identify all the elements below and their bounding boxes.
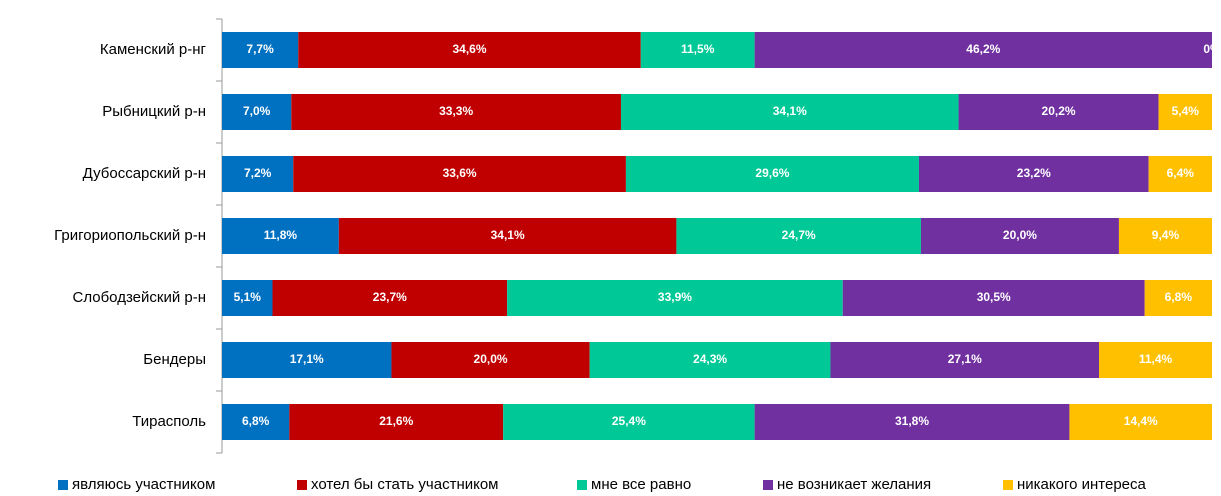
legend-label: хотел бы стать участником (311, 476, 499, 493)
bar-segment (507, 280, 843, 316)
bar-segment (289, 404, 504, 440)
value-label: 34,1% (491, 228, 525, 242)
category-label: Бендеры (143, 351, 206, 368)
category-label: Каменский р-нг (100, 41, 207, 58)
value-label: 20,2% (1042, 104, 1076, 118)
bar-segment (222, 280, 273, 316)
legend-label: являюсь участником (72, 476, 215, 493)
legend-label: не возникает желания (777, 476, 931, 493)
bar-segment (222, 32, 299, 68)
category-label: Рыбницкий р-н (102, 103, 206, 120)
bar-segment (293, 156, 626, 192)
bar-segment (958, 94, 1159, 130)
bar-segment (222, 342, 392, 378)
value-label: 0% (1203, 42, 1221, 56)
value-label: 14,4% (1124, 414, 1158, 428)
value-label: 11,8% (264, 228, 298, 242)
bar-segment (1148, 156, 1212, 192)
bar-segment (1118, 218, 1212, 254)
value-label: 34,6% (452, 42, 486, 56)
value-label: 33,9% (658, 290, 692, 304)
value-label: 46,2% (966, 42, 1000, 56)
value-label: 7,7% (246, 42, 274, 56)
value-label: 21,6% (379, 414, 413, 428)
legend-swatch (297, 480, 307, 490)
value-label: 5,1% (234, 290, 262, 304)
bar-segment (503, 404, 755, 440)
value-label: 5,4% (1172, 104, 1200, 118)
bar-segment (298, 32, 641, 68)
category-label: Тирасполь (132, 413, 206, 430)
bar-segment (338, 218, 677, 254)
value-label: 25,4% (612, 414, 646, 428)
category-label: Григориопольский р-н (54, 227, 206, 244)
value-label: 7,0% (243, 104, 271, 118)
bar-segment (1144, 280, 1212, 316)
legend-label: никакого интереса (1017, 476, 1147, 493)
legend-swatch (1003, 480, 1013, 490)
category-label: Слободзейский р-н (73, 289, 207, 306)
legend-swatch (58, 480, 68, 490)
bar-segment (625, 156, 919, 192)
bar-segment (589, 342, 831, 378)
bar-segment (676, 218, 921, 254)
value-label: 6,8% (242, 414, 270, 428)
bar-segment (842, 280, 1145, 316)
value-label: 6,4% (1167, 166, 1195, 180)
bar-segment (222, 218, 339, 254)
bar-segment (1099, 342, 1212, 378)
value-label: 6,8% (1165, 290, 1193, 304)
value-label: 7,2% (244, 166, 272, 180)
value-label: 33,6% (443, 166, 477, 180)
bar-segment (222, 94, 292, 130)
legend-swatch (577, 480, 587, 490)
value-label: 29,6% (755, 166, 789, 180)
category-label: Дубоссарский р-н (83, 165, 206, 182)
value-label: 30,5% (977, 290, 1011, 304)
bar-segment (640, 32, 755, 68)
value-label: 11,5% (681, 42, 715, 56)
bar-segment (222, 156, 294, 192)
value-label: 27,1% (948, 352, 982, 366)
value-label: 20,0% (474, 352, 508, 366)
bar-segment (272, 280, 508, 316)
bar-segment (222, 404, 290, 440)
value-label: 31,8% (895, 414, 929, 428)
value-label: 24,3% (693, 352, 727, 366)
value-label: 24,7% (782, 228, 816, 242)
legend-label: мне все равно (591, 476, 691, 493)
value-label: 20,0% (1003, 228, 1037, 242)
value-label: 23,2% (1017, 166, 1051, 180)
bar-segment (1158, 94, 1212, 130)
bar-segment (754, 32, 1212, 68)
value-label: 11,4% (1139, 352, 1173, 366)
bar-segment (920, 218, 1119, 254)
bar-segment (1069, 404, 1212, 440)
value-label: 17,1% (290, 352, 324, 366)
value-label: 34,1% (773, 104, 807, 118)
legend-swatch (763, 480, 773, 490)
bar-segment (918, 156, 1149, 192)
value-label: 23,7% (373, 290, 407, 304)
bar-segment (830, 342, 1100, 378)
value-label: 33,3% (439, 104, 473, 118)
value-label: 9,4% (1152, 228, 1180, 242)
bar-segment (391, 342, 590, 378)
bar-segment (754, 404, 1070, 440)
bar-segment (620, 94, 959, 130)
bar-segment (291, 94, 621, 130)
